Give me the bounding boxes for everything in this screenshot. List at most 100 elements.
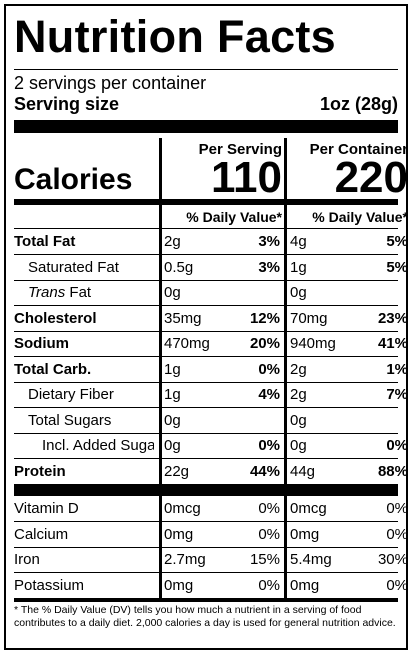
dv-header-container: % Daily Value* (312, 209, 408, 225)
nutrient-container-amount: 0g (290, 437, 307, 454)
vitamin-name: Potassium (14, 576, 85, 594)
nutrient-row: Incl. Added Sugars 0g 0% 0g 0% (14, 433, 408, 459)
nutrient-container-amount: 940mg (290, 335, 336, 352)
footnote: * The % Daily Value (DV) tells you how m… (14, 604, 396, 629)
per-serving-header: Per Serving (198, 141, 282, 158)
nutrient-row: Saturated Fat 0.5g 3% 1g 5% (14, 255, 408, 281)
nutrient-serving-amount: 0g (164, 411, 181, 429)
nutrient-row: Total Sugars 0g 0g (14, 408, 398, 434)
calories-bar (14, 199, 398, 205)
vitamin-name: Vitamin D (14, 500, 79, 517)
nutrient-container-dv: 7% (386, 386, 408, 403)
vitamin-serving-dv: 0% (258, 525, 280, 543)
nutrient-row: Sodium 470mg 20% 940mg 41% (14, 331, 408, 357)
vitamin-serving-amount: 0mcg (164, 500, 201, 517)
nutrient-container-dv: 88% (377, 462, 408, 480)
nutrient-container-amount: 4g (290, 233, 307, 250)
nutrient-serving-amount: 2g (164, 233, 181, 250)
nutrient-serving-amount: 470mg (164, 335, 210, 352)
vitamin-container-amount: 0mg (290, 525, 320, 543)
nutrient-container-dv: 41% (377, 335, 408, 352)
nutrient-serving-dv: 44% (249, 462, 280, 480)
nutrient-container-dv: 5% (386, 233, 408, 250)
nutrient-container-amount: 0g (290, 284, 307, 301)
dv-header-serving: % Daily Value* (186, 209, 282, 225)
title-rule (14, 69, 398, 70)
vitamin-container-dv: 0% (386, 525, 408, 543)
nutrient-serving-dv: 12% (249, 309, 280, 327)
nutrient-row: Total Carb. 1g 0% 2g 1% (14, 357, 408, 383)
label-title: Nutrition Facts (14, 11, 337, 62)
vitamin-serving-amount: 0mg (164, 576, 194, 594)
nutrient-serving-amount: 0g (164, 284, 181, 301)
vitamin-container-dv: 0% (386, 500, 408, 517)
nutrient-name: Sodium (14, 335, 69, 352)
nutrient-name: Cholesterol (14, 309, 97, 327)
vitamin-row: Potassium 0mg 0% 0mg 0% (14, 573, 408, 598)
nutrient-name: Dietary Fiber (28, 386, 114, 403)
vitamin-name: Iron (14, 551, 40, 568)
vitamin-name: Calcium (14, 525, 69, 543)
nutrient-serving-amount: 22g (164, 462, 190, 480)
dv-header-rule (14, 228, 398, 229)
nutrient-container-amount: 70mg (290, 309, 328, 327)
nutrient-name: Incl. Added Sugars (42, 437, 154, 454)
nutrient-serving-dv: 3% (258, 233, 280, 250)
vitamin-container-amount: 0mg (290, 576, 320, 594)
nutrient-serving-dv: 0% (258, 360, 280, 378)
calories-per-serving: 110 (211, 153, 282, 202)
vitamin-serving-dv: 0% (258, 500, 280, 517)
nutrition-facts-label: Nutrition Facts 2 servings per container… (4, 4, 408, 650)
nutrient-serving-amount: 1g (164, 360, 181, 378)
nutrient-name-italic: Trans (28, 284, 66, 301)
nutrient-name: Saturated Fat (28, 258, 119, 276)
vitamin-serving-dv: 15% (249, 551, 280, 568)
nutrient-name: Protein (14, 462, 66, 480)
nutrient-container-dv: 0% (386, 437, 408, 454)
vitamin-container-dv: 30% (377, 551, 408, 568)
vitamin-serving-amount: 0mg (164, 525, 194, 543)
calories-label: Calories (14, 163, 133, 196)
label-inner: Nutrition Facts 2 servings per container… (14, 6, 408, 648)
nutrient-serving-dv: 4% (258, 386, 280, 403)
footnote-rule (14, 598, 398, 602)
nutrient-name-rest: Fat (65, 284, 92, 301)
serving-size-label: Serving size (14, 94, 120, 114)
nutrient-name: Total Sugars (28, 411, 112, 429)
nutrient-name: Total Carb. (14, 360, 92, 378)
vitamin-row: Calcium 0mg 0% 0mg 0% (14, 522, 408, 548)
servings-per-container: 2 servings per container (14, 73, 207, 93)
nutrient-serving-amount: 0.5g (164, 258, 194, 276)
nutrient-container-amount: 2g (290, 360, 307, 378)
column-divider-right (284, 138, 287, 598)
nutrient-name: Total Fat (14, 233, 76, 250)
column-divider-left (159, 138, 162, 598)
nutrient-serving-dv: 3% (258, 258, 280, 276)
per-container-header: Per Container (309, 141, 408, 158)
nutrient-serving-dv: 20% (249, 335, 280, 352)
serving-bar (14, 120, 398, 133)
serving-size-value: 1oz (28g) (319, 94, 398, 114)
vitamin-container-dv: 0% (386, 576, 408, 594)
vitamin-container-amount: 5.4mg (290, 551, 332, 568)
nutrient-row: Dietary Fiber 1g 4% 2g 7% (14, 382, 408, 408)
nutrient-serving-amount: 0g (164, 437, 181, 454)
nutrient-container-amount: 2g (290, 386, 307, 403)
vitamin-serving-dv: 0% (258, 576, 280, 594)
nutrient-serving-amount: 35mg (164, 309, 202, 327)
nutrient-container-dv: 23% (377, 309, 408, 327)
nutrient-container-amount: 44g (290, 462, 316, 480)
vitamins-bar (14, 484, 398, 496)
nutrient-name: Trans Fat (28, 284, 154, 301)
calories-per-container: 220 (334, 153, 408, 202)
vitamin-serving-amount: 2.7mg (164, 551, 206, 568)
nutrient-row: Total Fat 2g 3% 4g 5% (14, 229, 408, 255)
nutrient-row: Trans Fat 0g 0g (14, 280, 398, 306)
nutrient-container-amount: 0g (290, 411, 307, 429)
nutrient-container-dv: 5% (386, 258, 408, 276)
nutrient-container-dv: 1% (386, 360, 408, 378)
vitamin-row: Iron 2.7mg 15% 5.4mg 30% (14, 547, 408, 573)
vitamin-row: Vitamin D 0mcg 0% 0mcg 0% (14, 496, 408, 522)
nutrient-serving-dv: 0% (258, 437, 280, 454)
nutrient-row: Cholesterol 35mg 12% 70mg 23% (14, 306, 408, 332)
